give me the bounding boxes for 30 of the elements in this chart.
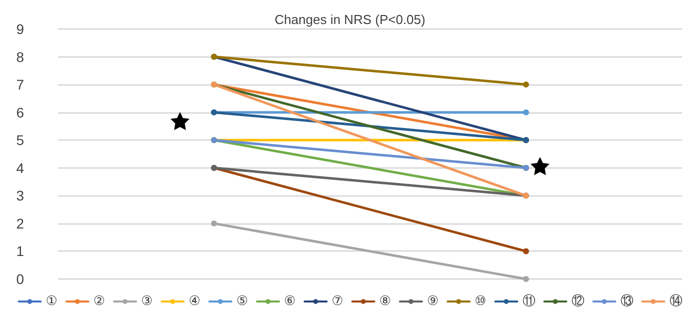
legend-label: ⑧ (379, 294, 391, 309)
point (211, 220, 217, 226)
y-tick-label: 2 (16, 215, 24, 232)
legend-label: ⑥ (284, 294, 296, 309)
y-tick-label: 8 (16, 48, 24, 65)
point (523, 109, 529, 116)
y-tick-label: 3 (16, 188, 24, 204)
y-tick-label: 6 (16, 104, 24, 120)
y-tick-label: 1 (16, 243, 24, 260)
legend-label: ⑩ (474, 294, 486, 309)
legend-label: ④ (188, 294, 200, 309)
legend-label: ⑤ (236, 294, 248, 309)
point (523, 276, 529, 282)
legend-label: ⑭ (669, 294, 682, 309)
legend-label: ③ (141, 294, 153, 309)
y-tick-label: 4 (16, 160, 24, 176)
legend-label: ⑪ (522, 294, 536, 309)
legend-label: ② (93, 294, 106, 309)
legend-label: ⑫ (571, 294, 584, 309)
chart-title: Changes in NRS (P<0.05) (274, 12, 426, 27)
y-tick-label: 9 (16, 21, 24, 37)
legend-label: ⑨ (426, 294, 439, 309)
y-tick-label: 5 (16, 132, 24, 148)
y-tick-label: 7 (16, 76, 24, 93)
point (523, 82, 529, 88)
legend-label: ⑬ (620, 294, 634, 309)
legend-label: ⑦ (332, 294, 344, 309)
y-tick-label: 0 (16, 271, 24, 287)
point (523, 248, 529, 254)
legend-label: ① (46, 294, 58, 309)
